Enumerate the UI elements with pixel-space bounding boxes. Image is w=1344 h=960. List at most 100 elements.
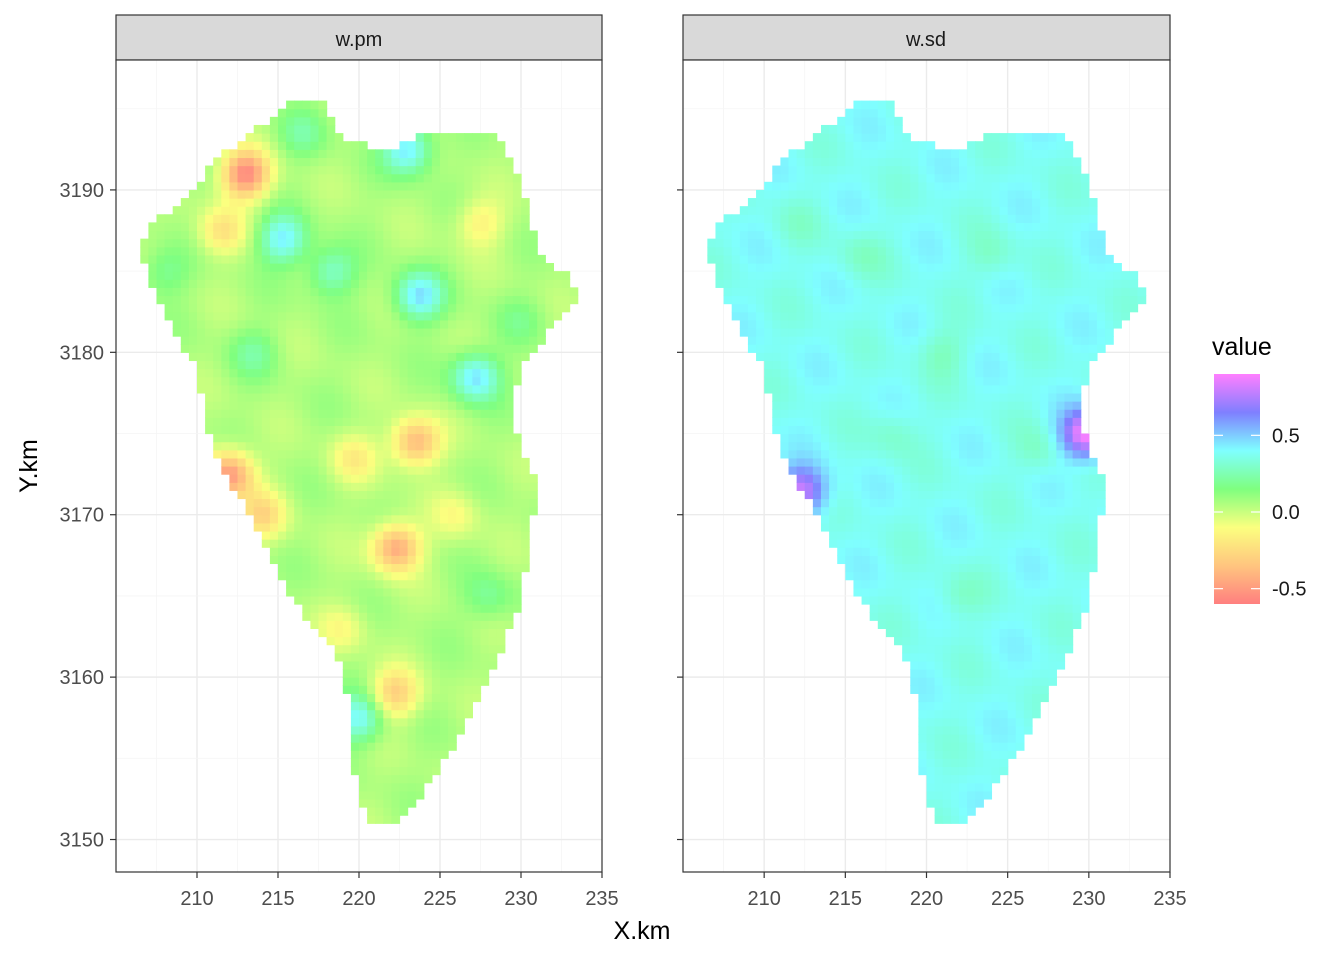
- heatmap-cell: [488, 368, 498, 378]
- heatmap-cell: [399, 709, 409, 719]
- heatmap-cell: [359, 782, 368, 792]
- heatmap-cell: [480, 449, 490, 459]
- heatmap-cell: [496, 474, 506, 483]
- heatmap-cell: [902, 133, 911, 142]
- heatmap-cell: [991, 766, 1001, 776]
- heatmap-cell: [1015, 198, 1025, 207]
- heatmap-cell: [350, 555, 360, 565]
- heatmap-cell: [261, 449, 271, 459]
- heatmap-cell: [415, 563, 425, 573]
- heatmap-cell: [213, 449, 222, 459]
- heatmap-cell: [853, 433, 863, 443]
- heatmap-cell: [350, 222, 360, 232]
- heatmap-cell: [440, 230, 449, 240]
- heatmap-cell: [521, 555, 530, 565]
- heatmap-cell: [942, 595, 952, 605]
- heatmap-cell: [237, 490, 247, 500]
- heatmap-cell: [448, 498, 457, 508]
- heatmap-cell: [383, 482, 392, 491]
- heatmap-cell: [342, 457, 352, 467]
- facet-panel-w-sd: w.sd 210 215 220 225 230 235: [677, 14, 1187, 910]
- heatmap-cell: [294, 287, 303, 297]
- heatmap-cell: [512, 222, 522, 232]
- heatmap-cell: [926, 352, 936, 362]
- heatmap-cell: [375, 254, 384, 264]
- heatmap-cell: [431, 742, 441, 751]
- heatmap-cell: [350, 628, 360, 638]
- heatmap-cell: [391, 344, 401, 353]
- heatmap-cell: [440, 409, 449, 418]
- heatmap-cell: [237, 327, 247, 337]
- heatmap-cell: [934, 271, 944, 280]
- heatmap-cell: [812, 384, 822, 394]
- heatmap-cell: [829, 368, 838, 378]
- heatmap-cell: [359, 522, 368, 532]
- heatmap-cell: [902, 295, 911, 305]
- heatmap-cell: [869, 368, 879, 378]
- heatmap-cell: [764, 344, 773, 353]
- heatmap-cell: [861, 319, 871, 329]
- heatmap-cell: [464, 336, 473, 345]
- heatmap-cell: [253, 352, 263, 362]
- heatmap-cell: [188, 327, 198, 337]
- heatmap-cell: [869, 327, 879, 337]
- heatmap-cell: [820, 230, 830, 240]
- heatmap-cell: [902, 409, 911, 418]
- heatmap-cell: [521, 457, 530, 467]
- heatmap-cell: [253, 482, 263, 491]
- heatmap-cell: [869, 555, 879, 565]
- heatmap-cell: [788, 295, 798, 305]
- heatmap-cell: [877, 620, 887, 629]
- heatmap-cell: [804, 441, 814, 451]
- heatmap-cell: [902, 303, 911, 313]
- heatmap-cell: [504, 214, 514, 223]
- heatmap-cell: [188, 230, 198, 240]
- heatmap-cell: [877, 108, 887, 118]
- heatmap-cell: [983, 303, 993, 313]
- heatmap-cell: [837, 198, 846, 207]
- heatmap-cell: [926, 230, 936, 240]
- heatmap-cell: [788, 441, 798, 451]
- heatmap-cell: [942, 758, 952, 768]
- heatmap-cell: [877, 133, 887, 142]
- heatmap-cell: [861, 530, 871, 540]
- heatmap-cell: [934, 774, 944, 784]
- heatmap-cell: [812, 401, 822, 410]
- heatmap-cell: [958, 652, 968, 662]
- heatmap-cell: [853, 547, 863, 556]
- heatmap-cell: [302, 466, 311, 475]
- heatmap-cell: [423, 685, 433, 694]
- heatmap-cell: [853, 384, 863, 394]
- heatmap-cell: [431, 547, 441, 556]
- heatmap-cell: [1007, 409, 1017, 418]
- heatmap-cell: [837, 149, 846, 159]
- heatmap-cell: [853, 449, 863, 459]
- heatmap-cell: [902, 506, 911, 516]
- heatmap-cell: [399, 563, 409, 573]
- heatmap-cell: [302, 530, 311, 540]
- heatmap-cell: [967, 693, 976, 703]
- heatmap-cell: [415, 612, 425, 621]
- heatmap-cell: [269, 344, 279, 353]
- heatmap-cell: [496, 587, 506, 597]
- heatmap-cell: [983, 263, 993, 272]
- heatmap-cell: [375, 368, 384, 378]
- heatmap-cell: [383, 336, 392, 345]
- heatmap-cell: [999, 571, 1009, 581]
- heatmap-cell: [521, 490, 530, 500]
- heatmap-cell: [180, 198, 190, 207]
- heatmap-cell: [975, 612, 984, 621]
- heatmap-cell: [294, 206, 303, 215]
- heatmap-cell: [804, 303, 814, 313]
- heatmap-cell: [448, 660, 457, 670]
- heatmap-cell: [310, 612, 320, 621]
- heatmap-cell: [967, 652, 976, 662]
- heatmap-cell: [999, 587, 1009, 597]
- heatmap-cell: [286, 514, 295, 524]
- heatmap-cell: [359, 181, 368, 191]
- heatmap-cell: [902, 457, 911, 467]
- heatmap-cell: [1007, 295, 1017, 305]
- heatmap-cell: [991, 539, 1001, 548]
- heatmap-cell: [310, 344, 320, 353]
- heatmap-cell: [1015, 547, 1025, 556]
